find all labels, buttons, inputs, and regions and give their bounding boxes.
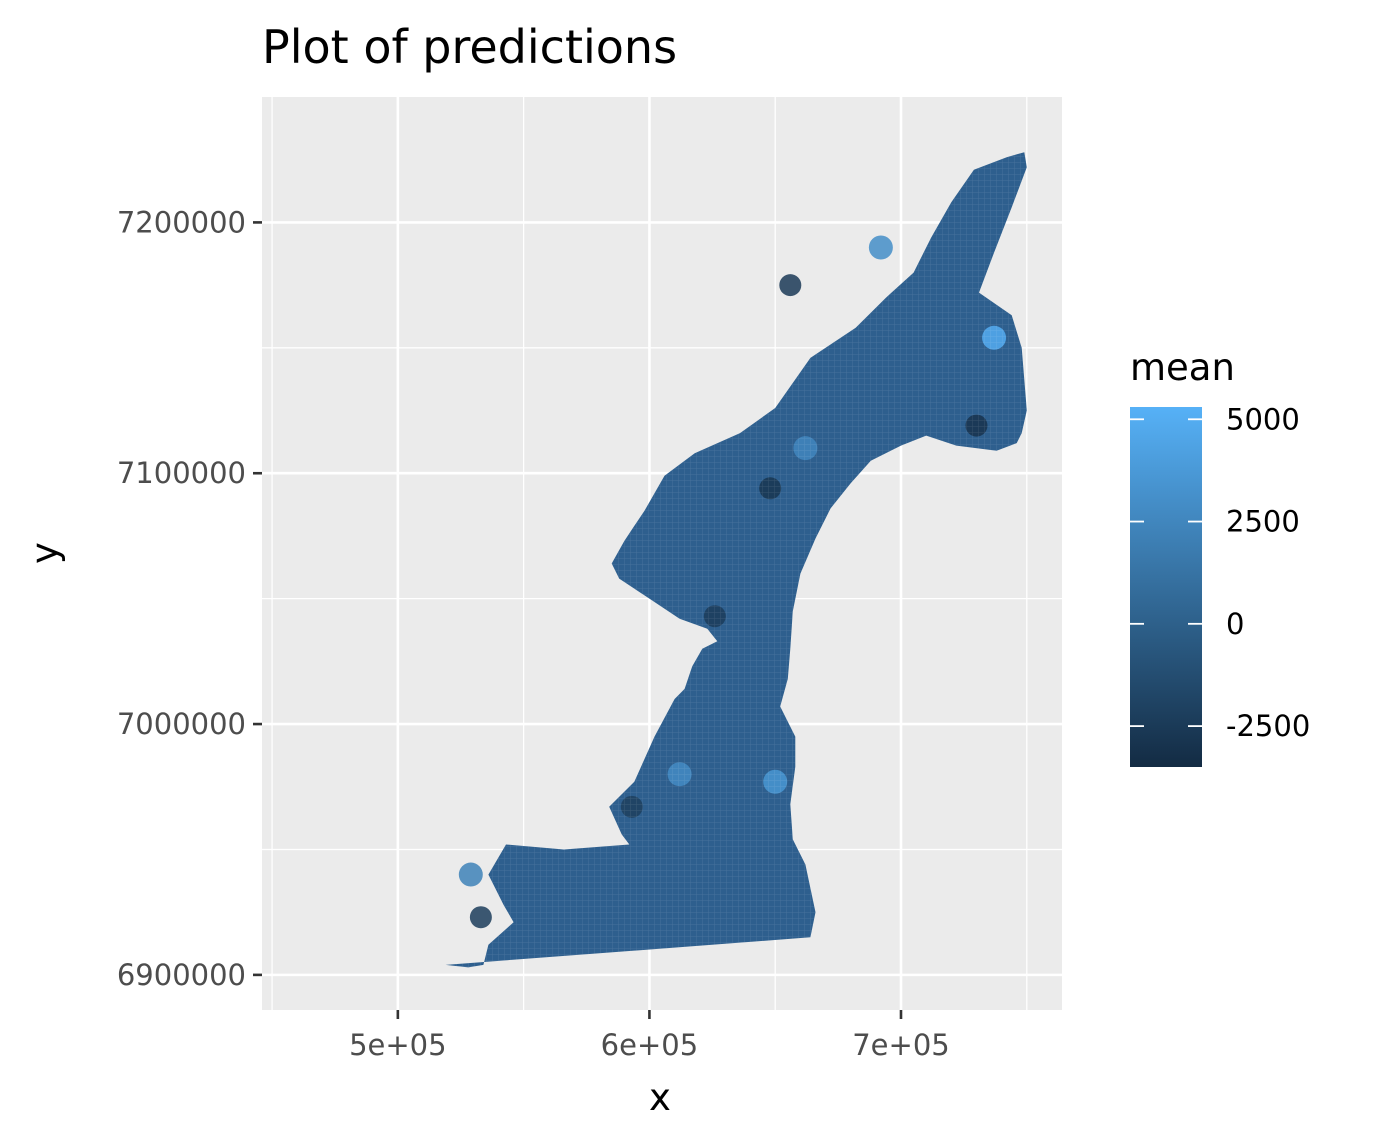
low-value-cell bbox=[779, 274, 802, 297]
x-axis: 5e+05 6e+05 7e+05 bbox=[349, 1010, 950, 1062]
legend-break-label: 2500 bbox=[1226, 505, 1300, 539]
y-axis: 6900000 7000000 7100000 7200000 bbox=[117, 205, 262, 992]
legend-breaks: 5000 2500 0 -2500 bbox=[1130, 402, 1310, 743]
x-tick-label: 7e+05 bbox=[852, 1028, 950, 1062]
legend-title: mean bbox=[1130, 346, 1235, 389]
y-axis-title: y bbox=[23, 542, 66, 564]
y-tick-label: 7100000 bbox=[117, 456, 246, 490]
legend-break-label: 0 bbox=[1226, 607, 1244, 641]
high-value-cell bbox=[458, 862, 483, 887]
x-tick-label: 6e+05 bbox=[601, 1028, 699, 1062]
x-axis-title: x bbox=[649, 1076, 671, 1119]
color-legend: mean 5000 2500 0 -2500 bbox=[1130, 346, 1310, 767]
legend-break-label: -2500 bbox=[1226, 709, 1310, 743]
y-tick-label: 6900000 bbox=[117, 958, 246, 992]
legend-colorbar bbox=[1130, 407, 1202, 767]
low-value-cell bbox=[469, 906, 492, 929]
raster-cell-grid bbox=[445, 152, 1027, 968]
y-tick-label: 7000000 bbox=[117, 707, 246, 741]
plot-panel bbox=[262, 97, 1062, 1010]
y-tick-label: 7200000 bbox=[117, 205, 246, 239]
legend-break-label: 5000 bbox=[1226, 402, 1300, 436]
prediction-raster bbox=[445, 152, 1027, 968]
major-gridlines bbox=[262, 97, 1062, 1010]
x-tick-label: 5e+05 bbox=[349, 1028, 447, 1062]
high-value-cell bbox=[868, 235, 893, 260]
chart-title: Plot of predictions bbox=[262, 20, 677, 74]
